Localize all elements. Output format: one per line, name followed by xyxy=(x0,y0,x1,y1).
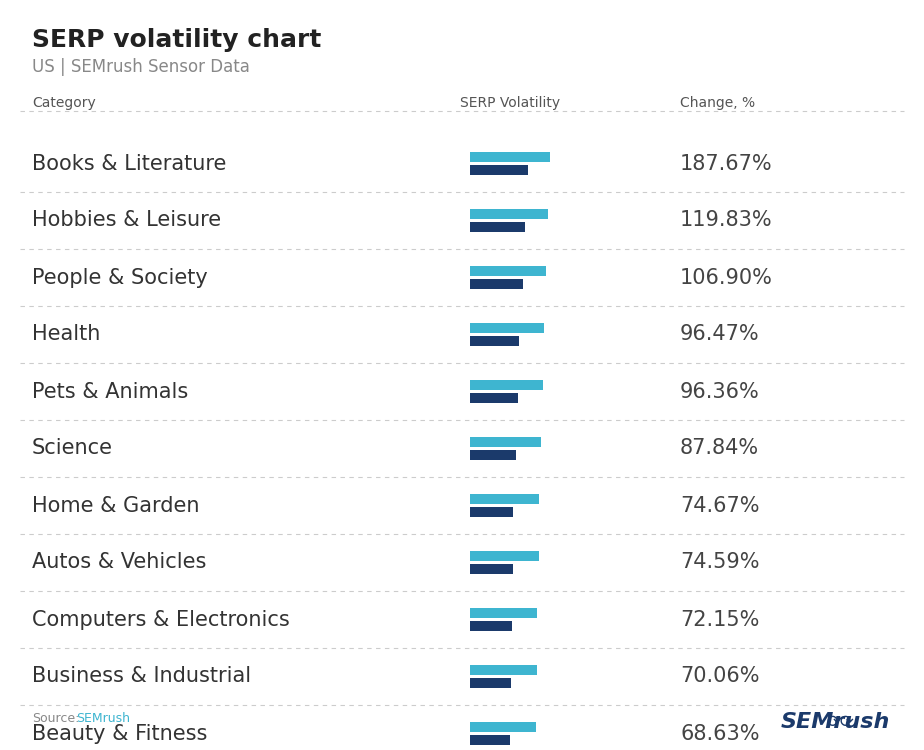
Text: Health: Health xyxy=(32,325,101,344)
Text: Autos & Vehicles: Autos & Vehicles xyxy=(32,553,206,572)
Bar xyxy=(470,222,525,232)
Text: Hobbies & Leisure: Hobbies & Leisure xyxy=(32,211,221,230)
Bar xyxy=(470,494,539,504)
Text: ⟳⟳: ⟳⟳ xyxy=(826,713,854,731)
Bar xyxy=(470,564,513,574)
Text: People & Society: People & Society xyxy=(32,268,208,287)
Text: 72.15%: 72.15% xyxy=(680,610,760,629)
Text: Home & Garden: Home & Garden xyxy=(32,496,200,515)
Bar xyxy=(470,551,539,561)
Text: 119.83%: 119.83% xyxy=(680,211,772,230)
Text: SERP volatility chart: SERP volatility chart xyxy=(32,28,322,52)
Text: Category: Category xyxy=(32,96,96,110)
Bar xyxy=(470,380,543,390)
Bar xyxy=(470,507,513,517)
Bar xyxy=(470,665,537,675)
Bar xyxy=(470,678,511,688)
Text: 70.06%: 70.06% xyxy=(680,667,760,686)
Text: SEMrush: SEMrush xyxy=(76,712,130,724)
Bar xyxy=(470,323,544,333)
Text: SERP Volatility: SERP Volatility xyxy=(460,96,560,110)
Text: 96.47%: 96.47% xyxy=(680,325,760,344)
Text: Pets & Animals: Pets & Animals xyxy=(32,382,188,401)
Text: 106.90%: 106.90% xyxy=(680,268,772,287)
Text: 96.36%: 96.36% xyxy=(680,382,760,401)
Text: US | SEMrush Sensor Data: US | SEMrush Sensor Data xyxy=(32,58,249,76)
Text: Change, %: Change, % xyxy=(680,96,755,110)
Text: Science: Science xyxy=(32,439,113,458)
Bar xyxy=(470,393,518,403)
Text: 68.63%: 68.63% xyxy=(680,724,760,743)
Bar xyxy=(470,209,548,219)
Text: Business & Industrial: Business & Industrial xyxy=(32,667,251,686)
Bar xyxy=(470,266,546,276)
Bar xyxy=(470,735,510,745)
Bar xyxy=(470,621,512,631)
Bar xyxy=(470,336,519,346)
Text: Beauty & Fitness: Beauty & Fitness xyxy=(32,724,207,743)
Bar xyxy=(470,722,536,732)
Bar xyxy=(470,165,528,175)
Bar xyxy=(470,450,516,460)
Text: Source:: Source: xyxy=(32,712,79,724)
Text: Computers & Electronics: Computers & Electronics xyxy=(32,610,290,629)
Text: 74.59%: 74.59% xyxy=(680,553,760,572)
Bar xyxy=(470,608,537,618)
Text: 74.67%: 74.67% xyxy=(680,496,760,515)
Bar xyxy=(470,279,523,289)
Text: 87.84%: 87.84% xyxy=(680,439,760,458)
Bar xyxy=(470,152,550,162)
Bar xyxy=(470,437,541,447)
Text: Books & Literature: Books & Literature xyxy=(32,154,226,173)
Text: SEMrush: SEMrush xyxy=(781,712,890,732)
Text: 187.67%: 187.67% xyxy=(680,154,772,173)
